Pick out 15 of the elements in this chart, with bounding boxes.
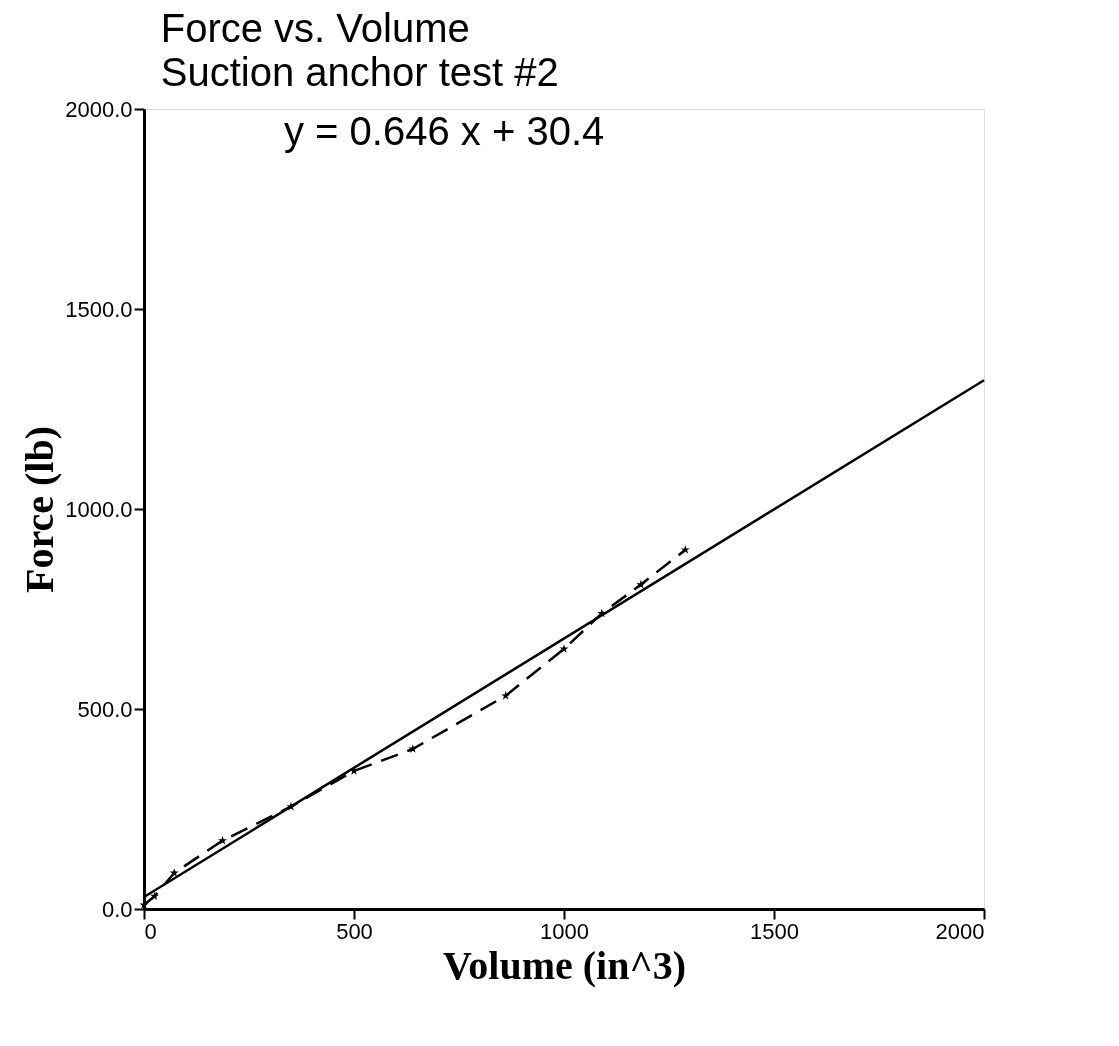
- x-tick-label: 1500: [750, 918, 799, 944]
- y-tick-label: 0.0: [101, 896, 133, 922]
- y-tick-label: 1000.0: [65, 496, 133, 522]
- y-axis-title: Force (lb): [17, 426, 63, 593]
- y-tick-label: 2000.0: [65, 96, 133, 122]
- x-tick-label: 2000: [935, 918, 985, 944]
- x-tick-label: 0: [144, 918, 157, 944]
- x-tick-label: 500: [336, 918, 373, 944]
- x-axis-title: Volume (in^3): [443, 942, 686, 988]
- annotation: y = 0.646 x + 30.4: [284, 109, 605, 153]
- x-tick-label: 1000: [540, 918, 589, 944]
- chart-subtitle: Suction anchor test #2: [160, 50, 559, 94]
- y-tick-label: 500.0: [77, 696, 133, 722]
- chart-title: Force vs. Volume: [160, 6, 470, 50]
- y-tick-label: 1500.0: [65, 296, 133, 322]
